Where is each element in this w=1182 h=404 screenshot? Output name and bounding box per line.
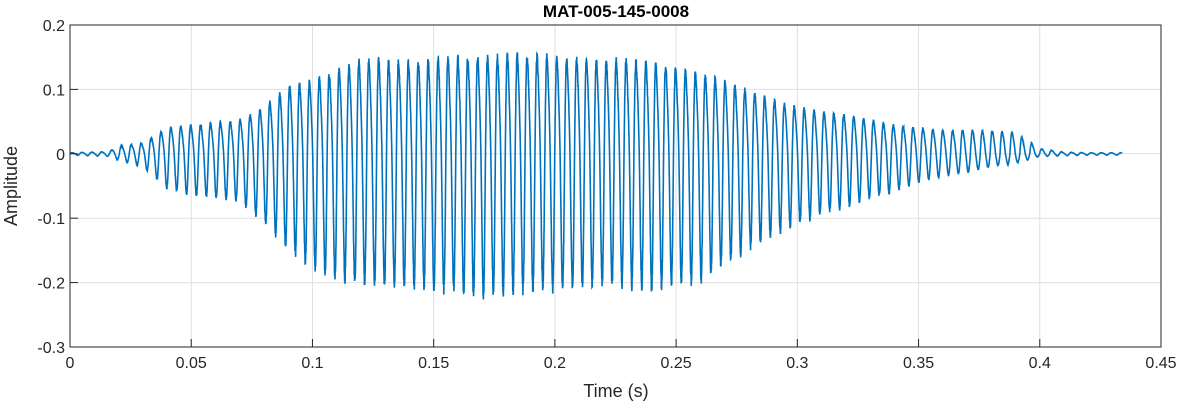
plot-frame	[69, 24, 1162, 348]
x-tick-label: 0.1	[301, 355, 323, 372]
y-tick-label: -0.1	[37, 211, 65, 228]
x-tick-label: 0.05	[176, 355, 207, 372]
x-tick-label: 0.25	[661, 355, 692, 372]
x-tick-label: 0.3	[786, 355, 808, 372]
y-axis-ticks: -0.3 -0.2 -0.1 0 0.1 0.2	[37, 18, 78, 357]
x-tick-label: 0.45	[1145, 355, 1176, 372]
x-tick-label: 0.2	[544, 355, 566, 372]
y-tick-label: 0.2	[43, 18, 65, 35]
x-axis-label: Time (s)	[583, 381, 648, 401]
plot-area	[69, 51, 1123, 300]
x-tick-label: 0	[66, 355, 75, 372]
x-axis-ticks: 0 0.05 0.1 0.15 0.2 0.25 0.3 0.35 0.4 0.45	[66, 339, 1177, 372]
x-tick-label: 0.15	[418, 355, 449, 372]
chart-title: MAT-005-145-0008	[543, 2, 689, 21]
y-tick-label: -0.2	[37, 276, 65, 293]
y-tick-label: 0	[56, 147, 65, 164]
waveform-series-line	[69, 51, 1123, 300]
y-tick-label: -0.3	[37, 340, 65, 357]
x-tick-label: 0.35	[903, 355, 934, 372]
y-axis-label: Amplitude	[1, 146, 21, 226]
y-tick-label: 0.1	[43, 82, 65, 99]
x-tick-label: 0.4	[1029, 355, 1051, 372]
